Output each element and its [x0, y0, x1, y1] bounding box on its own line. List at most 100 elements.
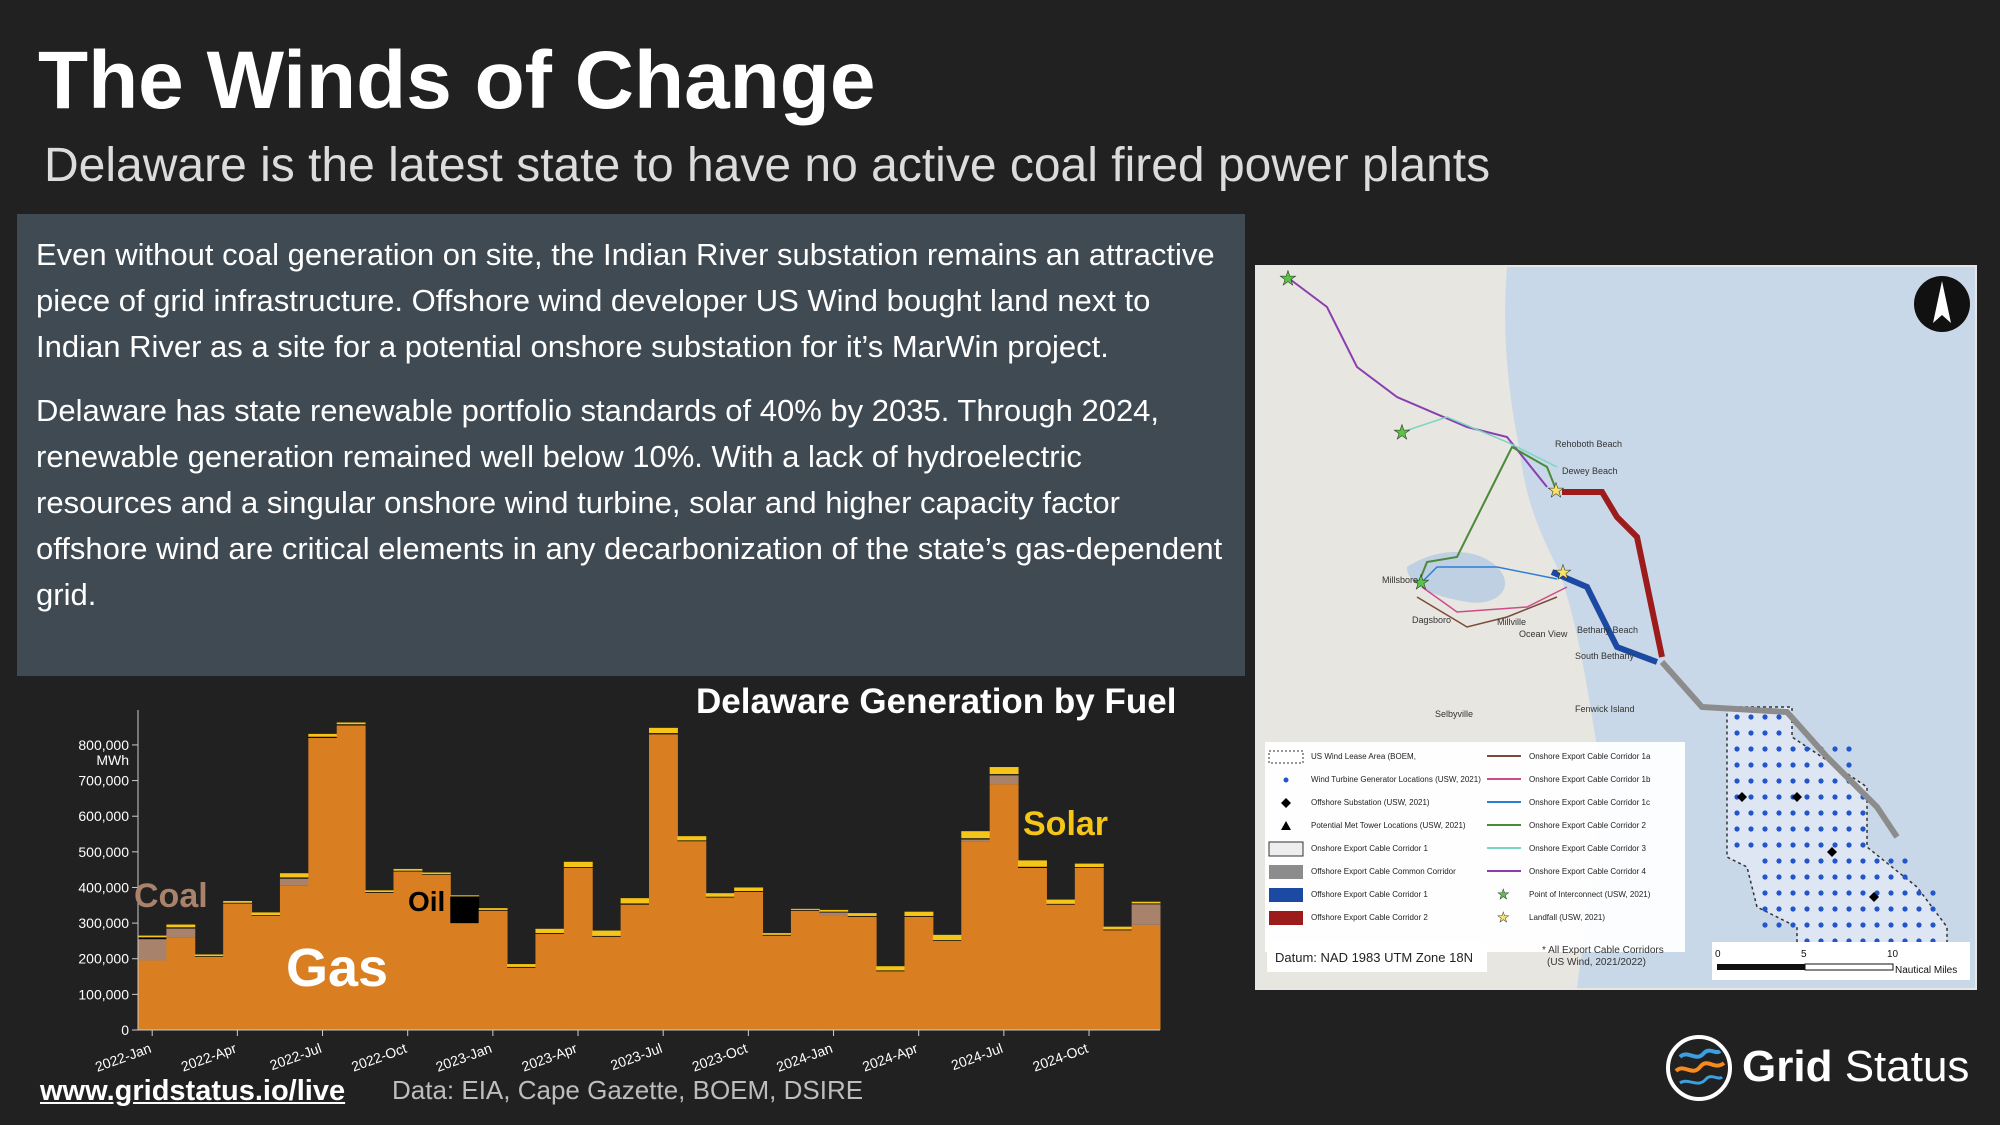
- gridstatus-link[interactable]: www.gridstatus.io/live: [40, 1075, 346, 1107]
- turbine-point: [1762, 826, 1768, 832]
- bar-gas: [1074, 867, 1104, 1030]
- turbine-point: [1804, 858, 1810, 864]
- bar-gas: [1103, 930, 1133, 1030]
- bar-gas: [989, 784, 1019, 1030]
- scale-box: [1712, 942, 1970, 980]
- turbine-point: [1804, 890, 1810, 896]
- turbine-point: [1804, 746, 1810, 752]
- town-label: Dagsboro: [1412, 615, 1451, 625]
- scale-label-10: 10: [1887, 949, 1899, 960]
- y-tick-label: 200,000: [78, 951, 129, 967]
- corridor-3: [1401, 416, 1558, 468]
- svg-text:★: ★: [1497, 886, 1510, 902]
- turbine-point: [1804, 794, 1810, 800]
- turbine-point: [1888, 890, 1894, 896]
- bar-solar: [166, 924, 196, 928]
- bar-oil: [251, 915, 281, 916]
- bar-oil: [223, 902, 253, 904]
- turbine-point: [1748, 810, 1754, 816]
- gridstatus-logo-icon: [1666, 1035, 1732, 1101]
- scale-label-0: 0: [1715, 949, 1721, 960]
- bar-oil: [1074, 867, 1104, 868]
- town-label: Selbyville: [1435, 709, 1473, 719]
- turbine-point: [1790, 810, 1796, 816]
- bar-gas: [365, 892, 394, 1030]
- bar-oil: [762, 934, 792, 936]
- turbine-point: [1832, 778, 1838, 784]
- x-tick-label: 2023-Oct: [690, 1040, 750, 1075]
- turbine-point: [1804, 922, 1810, 928]
- bar-solar: [762, 933, 792, 935]
- oil-label: Oil: [408, 886, 445, 917]
- turbine-point: [1874, 874, 1880, 880]
- bar-gas: [138, 960, 167, 1030]
- turbine-point: [1846, 922, 1852, 928]
- offshore-substations: [1737, 792, 1879, 902]
- turbine-point: [1776, 906, 1782, 912]
- turbine-point: [1818, 906, 1824, 912]
- town-label: Fenwick Island: [1575, 704, 1635, 714]
- turbine-point: [1902, 858, 1908, 864]
- bar-oil: [620, 903, 650, 905]
- legend-left-item: Offshore Export Cable Corridor 1: [1311, 890, 1428, 899]
- turbine-point: [1790, 826, 1796, 832]
- turbine-point: [1776, 922, 1782, 928]
- turbine-point: [1846, 810, 1852, 816]
- turbine-point: [1762, 858, 1768, 864]
- turbine-point: [1930, 906, 1936, 912]
- legend-right-item: Onshore Export Cable Corridor 1c: [1529, 798, 1650, 807]
- bar-oil: [1046, 903, 1076, 905]
- bar-solar: [450, 895, 480, 897]
- text-panel: Even without coal generation on site, th…: [17, 214, 1245, 676]
- turbine-point: [1804, 778, 1810, 784]
- turbine-point: [1776, 810, 1782, 816]
- turbine-point: [1860, 826, 1866, 832]
- town-label: Ocean View: [1519, 629, 1568, 639]
- turbine-point: [1748, 842, 1754, 848]
- turbine-point: [1790, 890, 1796, 896]
- turbine-point: [1804, 762, 1810, 768]
- legend-left-item: Offshore Export Cable Common Corridor: [1311, 867, 1456, 876]
- map-datum: Datum: NAD 1983 UTM Zone 18N: [1275, 950, 1473, 965]
- page-subtitle: Delaware is the latest state to have no …: [44, 139, 1491, 192]
- bar-oil: [138, 937, 167, 940]
- turbine-point: [1762, 746, 1768, 752]
- bar-gas: [790, 910, 820, 1030]
- turbine-point: [1832, 842, 1838, 848]
- bar-oil: [194, 956, 224, 957]
- turbine-point: [1748, 778, 1754, 784]
- turbine-point: [1832, 858, 1838, 864]
- bar-gas: [421, 875, 451, 1030]
- scale-label-5: 5: [1801, 949, 1807, 960]
- turbine-point: [1846, 826, 1852, 832]
- logo-word-status: Status: [1844, 1042, 1970, 1091]
- turbine-point: [1790, 922, 1796, 928]
- legend-left-item: Wind Turbine Generator Locations (USW, 2…: [1311, 775, 1481, 784]
- lease-area: [1726, 706, 1948, 963]
- bar-gas: [677, 841, 707, 1030]
- town-label: Bethany Beach: [1577, 625, 1638, 635]
- coal-label: Coal: [134, 877, 208, 915]
- x-tick-label: 2024-Jan: [774, 1040, 834, 1075]
- y-tick-label: 0: [121, 1022, 129, 1038]
- bar-solar: [507, 964, 536, 967]
- bar-solar: [308, 733, 338, 737]
- corridor-2: [1418, 445, 1558, 583]
- bar-oil: [677, 840, 707, 842]
- turbine-point: [1860, 842, 1866, 848]
- bar-coal: [1131, 904, 1161, 925]
- turbine-point: [1734, 746, 1740, 752]
- turbine-point: [1790, 746, 1796, 752]
- bar-coal: [279, 878, 309, 886]
- bar-solar: [705, 893, 735, 897]
- x-tick-label: 2022-Apr: [179, 1040, 239, 1075]
- bar-oil: [790, 909, 820, 911]
- turbine-point: [1762, 762, 1768, 768]
- bar-oil: [649, 733, 678, 735]
- corridor-1c: [1421, 566, 1558, 583]
- bar-oil: [421, 874, 451, 875]
- turbine-point: [1916, 906, 1922, 912]
- turbine-point: [1804, 874, 1810, 880]
- bar-solar: [620, 898, 650, 904]
- turbine-point: [1860, 858, 1866, 864]
